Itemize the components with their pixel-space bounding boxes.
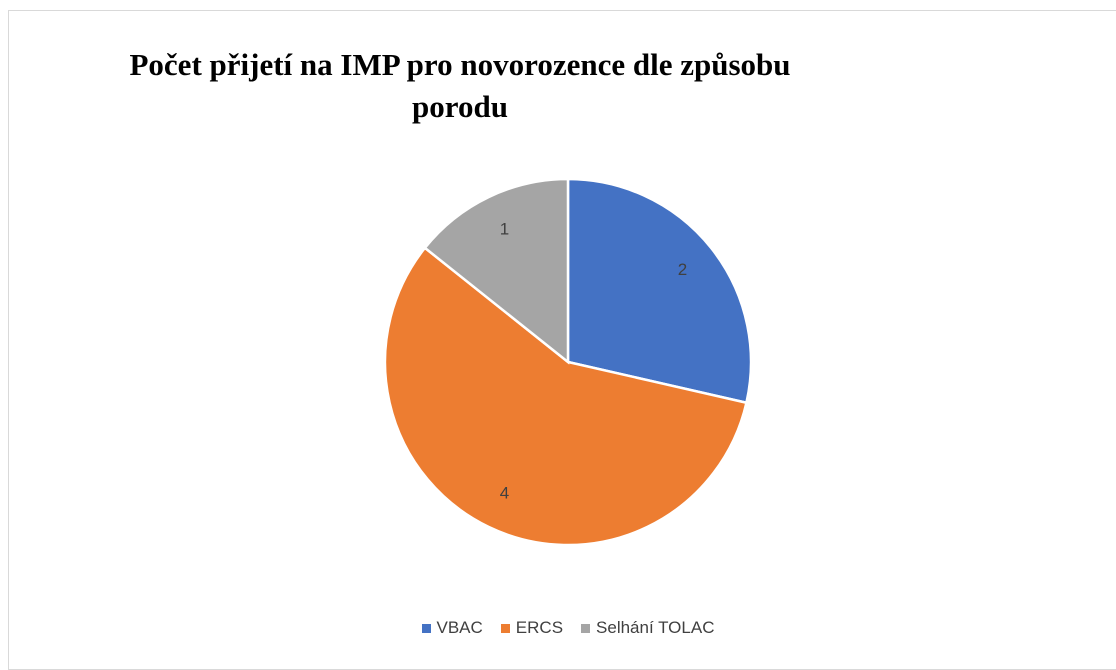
pie-slice bbox=[566, 177, 753, 405]
data-label: 1 bbox=[500, 220, 509, 239]
legend-item: Selhání TOLAC bbox=[581, 618, 714, 638]
pie-slice bbox=[383, 246, 748, 547]
legend-swatch bbox=[581, 623, 591, 633]
legend-label: VBAC bbox=[436, 618, 483, 637]
data-label: 2 bbox=[678, 260, 687, 279]
legend-swatch bbox=[421, 623, 431, 633]
legend-item: VBAC bbox=[421, 618, 483, 638]
legend-item: ERCS bbox=[500, 618, 564, 638]
legend: VBAC ERCS Selhání TOLAC bbox=[0, 618, 1116, 638]
legend-label: ERCS bbox=[515, 618, 564, 637]
data-label: 4 bbox=[500, 483, 509, 502]
chart-title: Počet přijetí na IMP pro novorozence dle… bbox=[129, 47, 791, 124]
pie-slice bbox=[423, 177, 570, 365]
legend-swatch bbox=[500, 623, 510, 633]
legend-label: Selhání TOLAC bbox=[596, 618, 715, 637]
